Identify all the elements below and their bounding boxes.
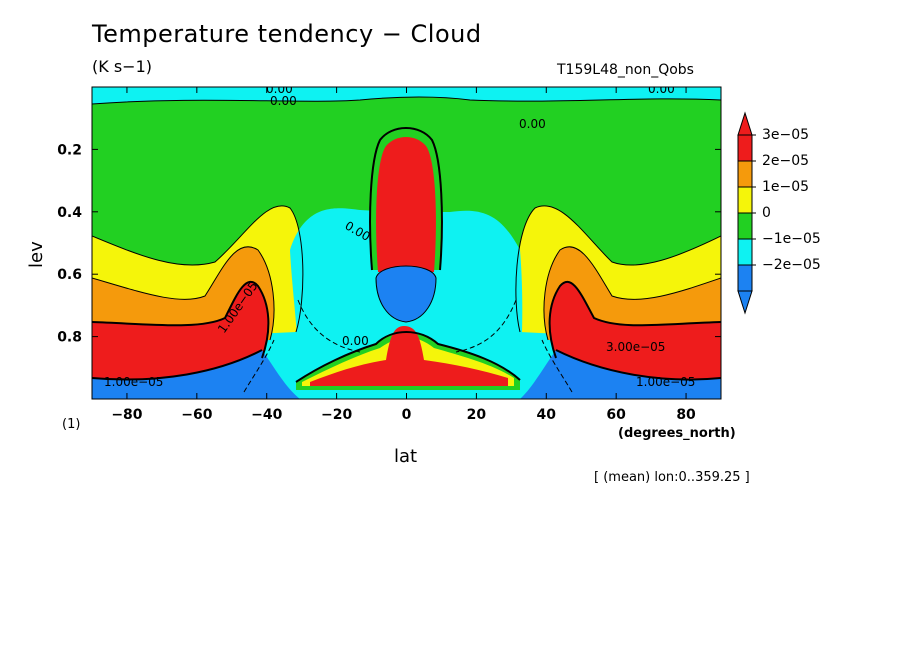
contour-line xyxy=(92,205,304,333)
colorbar-extend-max xyxy=(737,111,753,136)
colorbar-box xyxy=(737,134,753,162)
colorbar-label: −1e−05 xyxy=(762,231,821,247)
chart-title: Temperature tendency − Cloud xyxy=(92,20,482,48)
fill-center-blue xyxy=(376,266,436,322)
contour-label: 0.00 xyxy=(519,117,546,131)
contour-lines xyxy=(92,96,721,393)
colorbar-box xyxy=(737,160,753,188)
units-label: (K s−1) xyxy=(92,57,152,76)
contour-line xyxy=(515,205,721,333)
x-tick-label: −20 xyxy=(321,407,352,423)
contour-label: 0.00 xyxy=(270,94,297,108)
contour-label: 0.00 xyxy=(648,82,675,96)
colorbar-label: −2e−05 xyxy=(762,257,821,273)
fill-north-red xyxy=(549,281,721,384)
contour-line xyxy=(295,331,521,383)
contour-line xyxy=(92,246,275,341)
y-tick-label: 0.2 xyxy=(57,142,82,158)
contour-label: 1.00e−05 xyxy=(104,375,163,389)
y-ticks: 0.2 0.4 0.6 0.8 xyxy=(57,142,721,346)
colorbar-label: 1e−05 xyxy=(762,179,809,195)
x-axis-label: lat xyxy=(394,446,418,467)
contour-line xyxy=(555,349,721,381)
fill-tropic-red xyxy=(310,326,508,386)
contour-line xyxy=(369,127,443,271)
colorbar-box xyxy=(737,238,753,266)
colorbar-box xyxy=(737,186,753,214)
contour-line-dashed xyxy=(297,299,517,353)
x-tick-label: 60 xyxy=(606,407,626,423)
x-tick-label: −60 xyxy=(181,407,212,423)
colorbar-label: 0 xyxy=(762,205,771,221)
contour-line xyxy=(92,349,263,381)
y-tick-label: 0.4 xyxy=(57,205,82,221)
fill-south-blue xyxy=(92,350,300,399)
colorbar-label: 2e−05 xyxy=(762,153,809,169)
colorbar-extend-min xyxy=(737,290,753,315)
contour-line xyxy=(543,246,721,341)
contour-line xyxy=(548,280,721,359)
contour-line xyxy=(375,265,437,323)
fill-south-red xyxy=(92,281,269,384)
x-tick-label: −80 xyxy=(111,407,142,423)
colorbar-box xyxy=(737,212,753,240)
x-tick-label: 40 xyxy=(537,407,557,423)
x-tick-label: −40 xyxy=(251,407,282,423)
x-tick-label: 80 xyxy=(676,407,696,423)
contour-field: 0.00 0.00 0.00 0.00 0.00 0.00 1.00e−05 3… xyxy=(92,82,721,399)
x-units-label: (degrees_north) xyxy=(618,426,736,441)
colorbar-label: 3e−05 xyxy=(762,127,809,143)
contour-line xyxy=(92,96,721,105)
colorbar-box xyxy=(737,264,753,292)
contour-line xyxy=(92,280,270,359)
contour-label: 1.00e−05 xyxy=(636,375,695,389)
y-axis-label: lev xyxy=(26,241,47,268)
averaging-note: [ (mean) lon:0..359.25 ] xyxy=(594,470,750,485)
fill-north-blue xyxy=(520,350,721,399)
y-tick-label: 0.6 xyxy=(57,267,82,283)
x-tick-label: 0 xyxy=(402,407,412,423)
contour-label: 0.00 xyxy=(266,82,293,96)
fill-tower-red xyxy=(376,137,436,272)
x-tick-label: 20 xyxy=(467,407,487,423)
run-id-label: T159L48_non_Qobs xyxy=(557,62,694,78)
dimension-note: (1) xyxy=(62,417,81,432)
x-ticks: −80 −60 −40 −20 0 20 40 60 80 xyxy=(111,87,696,423)
colorbar: 3e−05 2e−05 1e−05 0 −1e−05 −2e−05 xyxy=(737,111,821,315)
contour-label: 0.00 xyxy=(342,334,369,348)
contour-label: 3.00e−05 xyxy=(606,340,665,354)
y-tick-label: 0.8 xyxy=(57,330,82,346)
